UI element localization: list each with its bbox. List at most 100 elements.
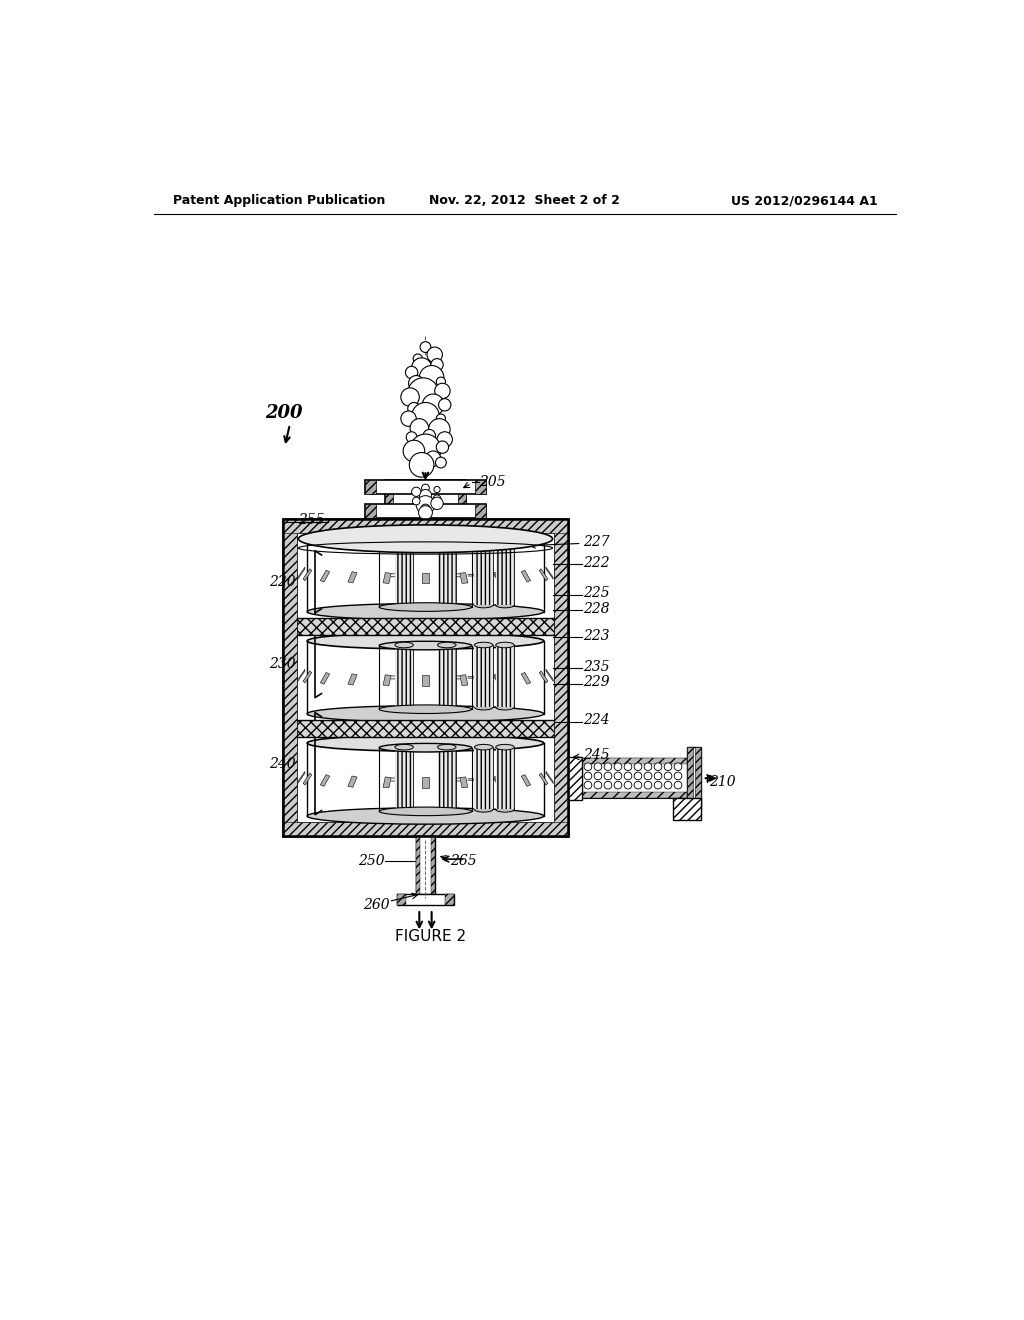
- Bar: [395, 543, 414, 605]
- Ellipse shape: [395, 540, 414, 545]
- Circle shape: [604, 763, 611, 771]
- Bar: [297, 737, 554, 822]
- Circle shape: [412, 487, 421, 496]
- Ellipse shape: [298, 525, 553, 553]
- Polygon shape: [303, 671, 311, 682]
- Circle shape: [674, 763, 682, 771]
- Circle shape: [644, 763, 652, 771]
- Ellipse shape: [395, 705, 414, 710]
- Circle shape: [408, 403, 420, 414]
- Circle shape: [416, 496, 435, 515]
- Circle shape: [421, 504, 430, 513]
- Circle shape: [644, 781, 652, 789]
- Bar: [458, 480, 466, 517]
- Circle shape: [674, 772, 682, 780]
- Polygon shape: [303, 774, 311, 785]
- Polygon shape: [348, 673, 357, 685]
- Polygon shape: [494, 776, 503, 787]
- Ellipse shape: [474, 807, 493, 812]
- Ellipse shape: [379, 603, 472, 611]
- Polygon shape: [348, 572, 357, 583]
- Polygon shape: [422, 777, 429, 788]
- Circle shape: [435, 383, 451, 399]
- Bar: [283, 519, 297, 836]
- Circle shape: [407, 432, 417, 442]
- Text: 255: 255: [298, 513, 325, 527]
- Polygon shape: [460, 675, 468, 685]
- Circle shape: [594, 781, 602, 789]
- Bar: [385, 480, 466, 517]
- Polygon shape: [546, 568, 553, 579]
- Bar: [396, 894, 406, 906]
- Ellipse shape: [395, 744, 414, 750]
- Circle shape: [422, 484, 429, 492]
- Ellipse shape: [379, 807, 472, 816]
- Ellipse shape: [307, 808, 544, 824]
- Bar: [431, 836, 435, 894]
- Bar: [437, 747, 456, 809]
- Bar: [297, 635, 554, 719]
- Text: Patent Application Publication: Patent Application Publication: [173, 194, 385, 207]
- Circle shape: [406, 367, 418, 379]
- Text: 260: 260: [364, 899, 390, 912]
- Bar: [416, 836, 420, 894]
- Polygon shape: [460, 777, 468, 788]
- Polygon shape: [422, 573, 429, 583]
- Bar: [366, 480, 485, 494]
- Ellipse shape: [307, 632, 544, 649]
- Circle shape: [427, 347, 442, 363]
- Bar: [474, 747, 493, 809]
- Circle shape: [436, 378, 445, 387]
- Circle shape: [410, 418, 429, 437]
- Ellipse shape: [379, 539, 472, 548]
- Circle shape: [410, 453, 434, 478]
- Bar: [582, 792, 687, 799]
- Circle shape: [437, 432, 453, 447]
- Polygon shape: [460, 573, 468, 583]
- Polygon shape: [540, 774, 548, 785]
- Circle shape: [410, 434, 441, 465]
- Polygon shape: [383, 675, 391, 685]
- Bar: [582, 758, 687, 764]
- Ellipse shape: [496, 643, 514, 648]
- Text: 223: 223: [584, 628, 610, 643]
- Ellipse shape: [474, 643, 493, 648]
- Text: 228: 228: [584, 602, 610, 616]
- Circle shape: [634, 772, 642, 780]
- Ellipse shape: [496, 744, 514, 750]
- Circle shape: [409, 375, 424, 391]
- Circle shape: [425, 451, 441, 466]
- Polygon shape: [348, 776, 357, 787]
- Text: 205: 205: [478, 475, 505, 488]
- Text: 222: 222: [584, 556, 610, 570]
- Bar: [674, 799, 701, 820]
- Bar: [474, 645, 493, 708]
- Circle shape: [604, 781, 611, 789]
- Bar: [437, 645, 456, 708]
- Ellipse shape: [496, 705, 514, 710]
- Bar: [496, 543, 514, 605]
- Bar: [445, 894, 455, 906]
- Text: US 2012/0296144 A1: US 2012/0296144 A1: [731, 194, 878, 207]
- Bar: [416, 836, 435, 894]
- Circle shape: [413, 498, 420, 506]
- Circle shape: [433, 495, 441, 503]
- Polygon shape: [521, 570, 530, 582]
- Polygon shape: [540, 569, 548, 581]
- Text: 227: 227: [584, 535, 610, 549]
- Circle shape: [400, 388, 419, 407]
- Circle shape: [614, 781, 622, 789]
- Ellipse shape: [437, 540, 456, 545]
- Ellipse shape: [437, 807, 456, 812]
- Circle shape: [654, 763, 662, 771]
- Circle shape: [634, 763, 642, 771]
- Polygon shape: [298, 771, 305, 784]
- Polygon shape: [383, 777, 391, 788]
- Bar: [475, 480, 485, 494]
- Circle shape: [412, 358, 432, 378]
- Bar: [496, 747, 514, 809]
- Bar: [366, 480, 376, 494]
- Circle shape: [665, 763, 672, 771]
- Circle shape: [419, 366, 444, 391]
- Bar: [568, 756, 582, 800]
